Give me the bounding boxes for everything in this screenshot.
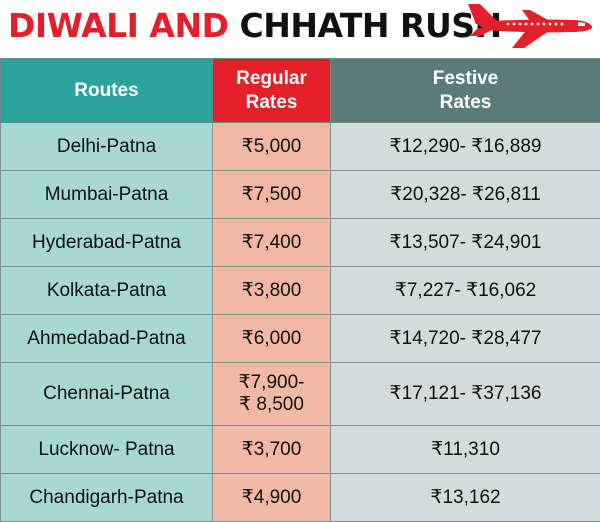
route-cell: Chennai-Patna [1,363,213,426]
route-cell: Ahmedabad-Patna [1,315,213,363]
route-cell: Delhi-Patna [1,123,213,171]
regular-rate-cell: ₹5,000 [213,123,331,171]
regular-rate-line1: ₹7,900- [239,372,305,393]
table-row: Lucknow- Patna ₹3,700 ₹11,310 [1,426,600,474]
festive-rate-cell: ₹11,310 [331,426,600,474]
festive-rate-cell: ₹14,720- ₹28,477 [331,315,600,363]
regular-rate-cell: ₹7,400 [213,219,331,267]
route-cell: Lucknow- Patna [1,426,213,474]
table-row: Ahmedabad-Patna ₹6,000 ₹14,720- ₹28,477 [1,315,600,363]
table-row: Hyderabad-Patna ₹7,400 ₹13,507- ₹24,901 [1,219,600,267]
column-header-festive-rates: Festive Rates [331,59,600,123]
regular-rate-line2: ₹ 8,500 [239,394,304,415]
column-header-regular-line1: Regular [236,68,307,89]
festive-rate-cell: ₹20,328- ₹26,811 [331,171,600,219]
route-cell: Hyderabad-Patna [1,219,213,267]
title-part-2: CHHATH RUSH [239,6,501,45]
festive-rate-cell: ₹13,162 [331,474,600,522]
regular-rate-cell: ₹4,900 [213,474,331,522]
route-cell: Mumbai-Patna [1,171,213,219]
festive-rate-cell: ₹7,227- ₹16,062 [331,267,600,315]
route-cell: Chandigarh-Patna [1,474,213,522]
regular-rate-cell: ₹3,800 [213,267,331,315]
festive-rate-cell: ₹12,290- ₹16,889 [331,123,600,171]
title-part-1: DIWALI AND [8,6,228,45]
column-header-routes: Routes [1,59,213,123]
table-row: Mumbai-Patna ₹7,500 ₹20,328- ₹26,811 [1,171,600,219]
festive-rate-cell: ₹13,507- ₹24,901 [331,219,600,267]
column-header-festive-line1: Festive [433,68,498,89]
column-header-routes-label: Routes [74,80,138,101]
table-row: Delhi-Patna ₹5,000 ₹12,290- ₹16,889 [1,123,600,171]
regular-rate-cell: ₹6,000 [213,315,331,363]
table-row: Chennai-Patna ₹7,900- ₹ 8,500 ₹17,121- ₹… [1,363,600,426]
table-row: Kolkata-Patna ₹3,800 ₹7,227- ₹16,062 [1,267,600,315]
column-header-festive-line2: Rates [440,92,492,113]
regular-rate-cell: ₹3,700 [213,426,331,474]
rates-table: Routes Regular Rates Festive Rates Delhi… [0,58,600,522]
airplane-icon [468,2,596,50]
column-header-regular-rates: Regular Rates [213,59,331,123]
column-header-regular-line2: Rates [246,92,298,113]
page-title: DIWALI AND CHHATH RUSH [8,6,502,46]
table-row: Chandigarh-Patna ₹4,900 ₹13,162 [1,474,600,522]
festive-rate-cell: ₹17,121- ₹37,136 [331,363,600,426]
regular-rate-cell: ₹7,500 [213,171,331,219]
route-cell: Kolkata-Patna [1,267,213,315]
title-bar: DIWALI AND CHHATH RUSH [0,0,600,52]
table-header-row: Routes Regular Rates Festive Rates [1,59,600,123]
regular-rate-cell: ₹7,900- ₹ 8,500 [213,363,331,426]
